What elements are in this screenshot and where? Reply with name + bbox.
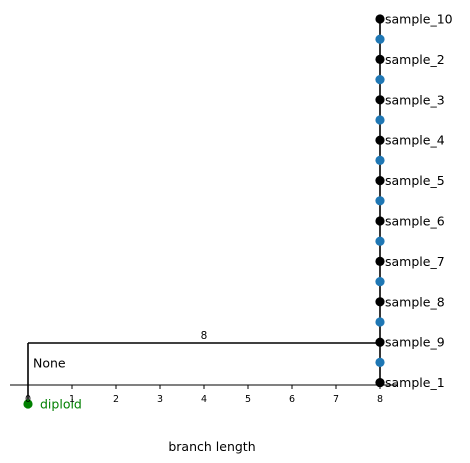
- leaf-node: [375, 54, 385, 64]
- x-tick-label: 3: [157, 394, 163, 405]
- leaf-label: sample_9: [385, 335, 445, 350]
- x-tick-label: 7: [333, 394, 339, 405]
- tree-edges: [27, 19, 381, 404]
- tree-nodes: [23, 14, 385, 409]
- x-tick-label: 8: [377, 394, 383, 405]
- leaf-label: sample_10: [385, 12, 453, 27]
- leaf-label: sample_8: [385, 294, 445, 309]
- leaf-label: sample_2: [385, 52, 445, 67]
- x-tick-label: 5: [245, 394, 251, 405]
- tree-labels: sample_10 sample_2 sample_3 sample_4 sample_…: [33, 12, 453, 412]
- x-tick-label: 6: [289, 394, 295, 405]
- internal-node: [375, 236, 385, 246]
- edge-length-label: 8: [201, 330, 208, 342]
- leaf-label: sample_7: [385, 254, 445, 269]
- x-axis-label: branch length: [168, 439, 255, 454]
- internal-node: [375, 357, 385, 367]
- leaf-label: sample_6: [385, 214, 445, 229]
- leaf-label: sample_3: [385, 92, 445, 107]
- root-label: diploid: [40, 397, 82, 412]
- leaf-node: [375, 337, 385, 347]
- leaf-node: [375, 95, 385, 105]
- leaf-node: [375, 256, 385, 266]
- x-tick-label: 0: [25, 394, 31, 405]
- internal-node: [375, 75, 385, 85]
- x-axis-ticks: 0 1 2 3 4 5 6 7 8: [25, 385, 383, 405]
- internal-node: [375, 155, 385, 165]
- leaf-label: sample_4: [385, 133, 445, 148]
- x-tick-label: 2: [113, 394, 119, 405]
- internal-node: [375, 277, 385, 287]
- leaf-node: [375, 14, 385, 24]
- leaf-node: [375, 216, 385, 226]
- internal-node: [375, 317, 385, 327]
- leaf-node: [375, 135, 385, 145]
- internal-node: [375, 34, 385, 44]
- leaf-node: [375, 297, 385, 307]
- internal-node-label: None: [33, 356, 66, 371]
- x-axis: 0 1 2 3 4 5 6 7 8 branch length: [10, 384, 398, 454]
- leaf-node: [375, 176, 385, 186]
- root-node: [23, 399, 33, 409]
- internal-node: [375, 196, 385, 206]
- x-tick-label: 4: [201, 394, 207, 405]
- leaf-label: sample_1: [385, 375, 445, 390]
- internal-node: [375, 115, 385, 125]
- leaf-label: sample_5: [385, 173, 445, 188]
- x-tick-label: 1: [69, 394, 75, 405]
